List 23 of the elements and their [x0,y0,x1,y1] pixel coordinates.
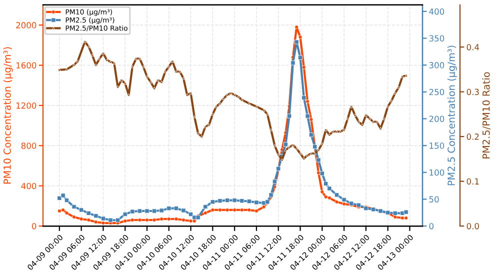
y3-tick-label: 0.4 [466,44,480,50]
y-tick-label: 800 [21,142,36,149]
y-tick-label: 1600 [16,62,36,69]
y2-tick-label: 50 [429,196,439,202]
y-tick-label: 0 [32,223,36,230]
y3-tick-label: 0.2 [466,134,479,140]
y3-tick-label: 0.0 [466,223,479,230]
y2-tick-label: 150 [430,142,444,149]
y3-tick-label: 0.3 [466,88,479,96]
y-tick-label: 2000 [16,22,36,28]
y-tick-label: 1200 [16,102,36,109]
y-tick-label: 400 [21,182,36,190]
y2-axis-title: PM2.5 Concentration (μg/m³) [447,46,457,186]
y2-tick-label: 300 [429,62,444,68]
y2-tick-label: 200 [429,116,444,122]
y3-axis-title: PM2.5/PM10 Ratio [482,72,491,158]
y2-tick-label: 400 [429,8,444,15]
y2-tick-label: 350 [429,35,444,42]
y-axis-title: PM10 Concentration (μg/m³) [3,47,13,184]
y2-tick-label: 250 [429,88,444,96]
y2-tick-label: 0 [429,223,434,230]
y3-tick-label: 0.1 [466,178,479,185]
y2-tick-label: 100 [430,169,444,176]
